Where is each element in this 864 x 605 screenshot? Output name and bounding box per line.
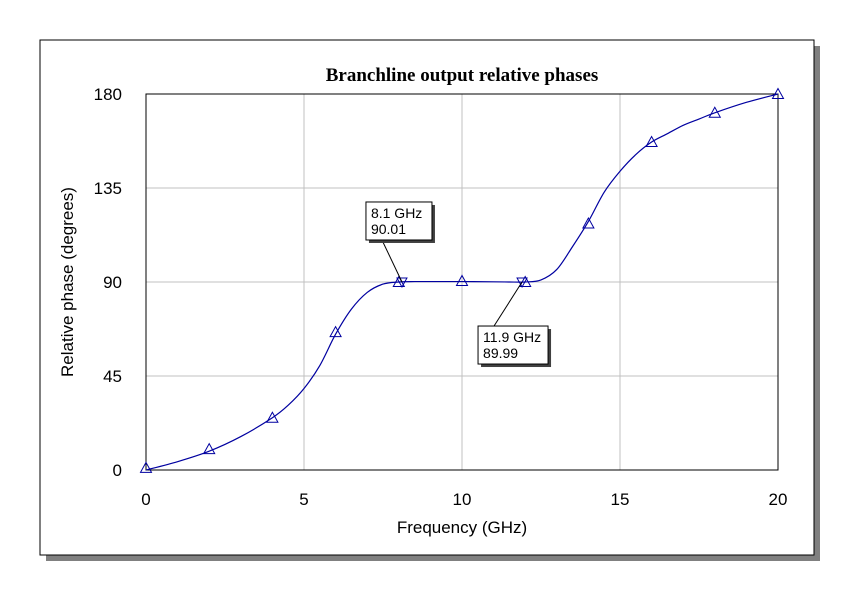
triangle-marker: [455, 274, 469, 286]
y-axis-label: Relative phase (degrees): [58, 187, 77, 377]
y-tick-label: 90: [103, 273, 122, 292]
x-axis-label: Frequency (GHz): [397, 518, 527, 537]
chart-title: Branchline output relative phases: [326, 65, 599, 86]
triangle-marker: [139, 461, 153, 473]
x-tick-labels: 0 5 10 15 20: [141, 490, 787, 509]
y-tick-label: 45: [103, 367, 122, 386]
y-tick-label: 180: [94, 85, 122, 104]
annotation-frequency: 8.1 GHz: [371, 205, 422, 221]
y-tick-label: 135: [94, 179, 122, 198]
annotation-phase: 90.01: [371, 221, 406, 237]
triangle-marker: [202, 442, 216, 455]
series-line: [145, 93, 779, 471]
x-tick-label: 15: [611, 490, 630, 509]
y-tick-labels: 0 45 90 135 180: [94, 85, 122, 480]
triangle-marker: [582, 216, 595, 229]
annotation-leader: [381, 239, 403, 283]
chart-frame: [39, 39, 815, 556]
y-tick-label: 0: [113, 461, 122, 480]
x-tick-label: 0: [141, 490, 150, 509]
annotation-marker: [516, 277, 528, 289]
phase-series: [139, 87, 785, 473]
triangle-marker: [266, 411, 279, 423]
annotation-box: [365, 201, 433, 241]
triangle-marker: [771, 87, 785, 99]
triangle-marker: [518, 275, 532, 287]
x-tick-label: 10: [453, 490, 472, 509]
annotation-box: [477, 325, 549, 365]
triangle-marker: [645, 135, 658, 148]
triangle-marker: [329, 325, 342, 338]
annotation-frequency: 11.9 GHz: [483, 329, 541, 345]
annotation-marker: [396, 277, 408, 289]
annotation-phase: 89.99: [483, 345, 518, 361]
annotation-leader: [493, 281, 523, 327]
plot-area: [145, 93, 779, 471]
triangle-marker: [708, 106, 722, 118]
x-tick-label: 5: [299, 490, 308, 509]
x-tick-label: 20: [769, 490, 788, 509]
